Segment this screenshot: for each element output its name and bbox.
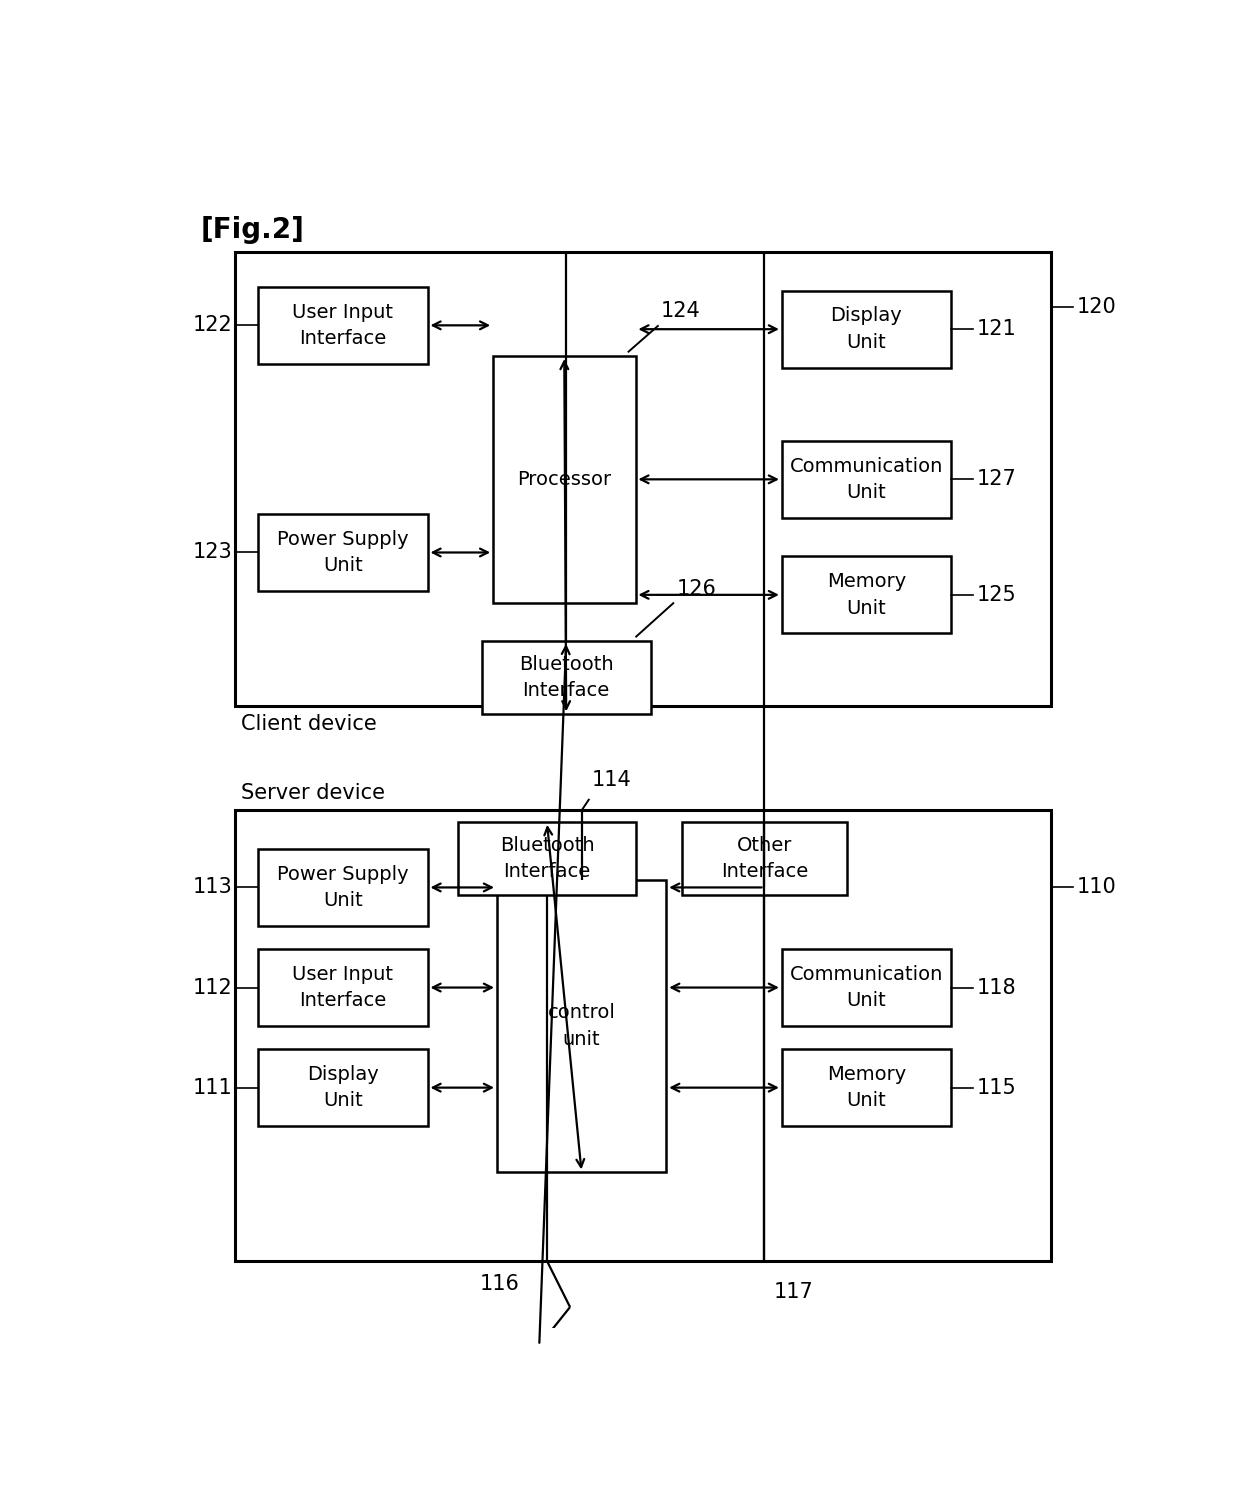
Bar — [781, 949, 951, 1026]
Text: 124: 124 — [661, 301, 701, 321]
Bar — [236, 252, 1052, 707]
Bar — [236, 810, 1052, 1261]
Text: Other
Interface: Other Interface — [720, 836, 808, 882]
Text: Server device: Server device — [242, 783, 386, 803]
Text: Processor: Processor — [517, 470, 611, 489]
Bar — [481, 642, 651, 715]
Text: 115: 115 — [977, 1077, 1017, 1098]
Text: control
unit: control unit — [548, 1003, 615, 1049]
Text: Memory
Unit: Memory Unit — [827, 1065, 906, 1110]
Text: Bluetooth
Interface: Bluetooth Interface — [500, 836, 594, 882]
Bar — [781, 291, 951, 367]
Text: 123: 123 — [193, 543, 233, 562]
Text: 121: 121 — [977, 319, 1017, 339]
Text: 116: 116 — [480, 1274, 520, 1294]
Bar — [258, 849, 428, 927]
Text: 120: 120 — [1076, 297, 1116, 316]
Text: Power Supply
Unit: Power Supply Unit — [277, 865, 409, 910]
Text: 122: 122 — [193, 315, 233, 336]
Bar — [682, 822, 847, 895]
Text: 112: 112 — [193, 977, 233, 998]
Bar — [497, 880, 666, 1173]
Text: Display
Unit: Display Unit — [831, 306, 903, 352]
Text: [Fig.2]: [Fig.2] — [201, 216, 304, 245]
Text: 117: 117 — [774, 1282, 813, 1301]
Text: Communication
Unit: Communication Unit — [790, 457, 944, 503]
Text: 118: 118 — [977, 977, 1017, 998]
Bar — [258, 286, 428, 364]
Bar — [781, 1049, 951, 1126]
Text: User Input
Interface: User Input Interface — [293, 303, 393, 348]
Text: Memory
Unit: Memory Unit — [827, 571, 906, 618]
Text: 113: 113 — [193, 877, 233, 898]
Bar — [459, 822, 635, 895]
Bar — [781, 557, 951, 633]
Bar — [258, 513, 428, 591]
Text: User Input
Interface: User Input Interface — [293, 965, 393, 1010]
Text: 110: 110 — [1076, 877, 1116, 898]
Text: Communication
Unit: Communication Unit — [790, 965, 944, 1010]
Text: Bluetooth
Interface: Bluetooth Interface — [518, 655, 614, 700]
Text: 127: 127 — [977, 470, 1017, 489]
Text: Power Supply
Unit: Power Supply Unit — [277, 530, 409, 576]
Bar — [494, 357, 635, 603]
Text: 111: 111 — [193, 1077, 233, 1098]
Text: Client device: Client device — [242, 715, 377, 734]
Bar — [258, 949, 428, 1026]
Text: 126: 126 — [676, 579, 717, 598]
Bar — [781, 440, 951, 518]
Text: 125: 125 — [977, 585, 1017, 604]
Text: Display
Unit: Display Unit — [308, 1065, 378, 1110]
Bar — [258, 1049, 428, 1126]
Text: 114: 114 — [591, 770, 631, 791]
